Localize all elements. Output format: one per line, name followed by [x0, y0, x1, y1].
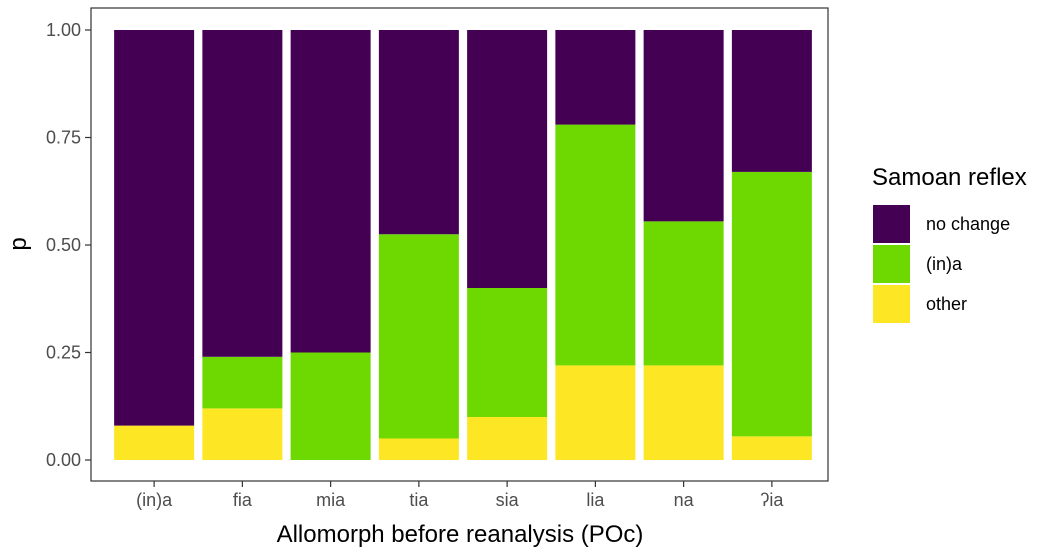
- legend-label: no change: [926, 214, 1010, 234]
- x-tick-label: (in)a: [136, 490, 173, 510]
- x-axis-title: Allomorph before reanalysis (POc): [277, 521, 644, 548]
- x-tick-label: lia: [586, 490, 605, 510]
- x-tick-label: ʔia: [760, 490, 784, 510]
- bar-no-change-8: [731, 30, 812, 172]
- legend-label: other: [926, 294, 967, 314]
- x-tick-label: tia: [409, 490, 429, 510]
- bar-other-7: [643, 365, 724, 460]
- bar-in-a-8: [731, 171, 812, 437]
- legend-swatch: [873, 285, 910, 323]
- bar-no-change-3: [290, 30, 371, 353]
- x-tick-label: sia: [496, 490, 520, 510]
- x-tick-label: na: [674, 490, 695, 510]
- y-tick-label: 0.75: [46, 128, 81, 148]
- bar-other-1: [114, 425, 195, 460]
- bar-other-4: [378, 438, 459, 460]
- x-tick-label: fia: [233, 490, 253, 510]
- bar-in-a-6: [555, 124, 636, 366]
- y-axis: 0.00 0.25 0.50 0.75 1.00: [46, 20, 91, 470]
- legend-swatch: [873, 245, 910, 283]
- bar-other-2: [202, 408, 283, 460]
- x-axis: (in)a fia mia tia sia lia na ʔia: [136, 481, 784, 510]
- bar-in-a-4: [378, 234, 459, 439]
- bar-other-6: [555, 365, 636, 460]
- legend-label: (in)a: [926, 254, 963, 274]
- legend-title: Samoan reflex: [872, 164, 1027, 191]
- bar-in-a-5: [467, 288, 548, 417]
- bar-in-a-7: [643, 221, 724, 366]
- bar-in-a-3: [290, 352, 371, 460]
- bar-in-a-2: [202, 356, 283, 409]
- bar-no-change-6: [555, 30, 636, 125]
- legend-swatch: [873, 205, 910, 243]
- bar-other-8: [731, 436, 812, 460]
- bar-no-change-4: [378, 30, 459, 235]
- legend: Samoan reflex no change (in)a other: [872, 164, 1027, 323]
- bar-other-5: [467, 417, 548, 460]
- plot-area: [114, 30, 812, 460]
- y-axis-title: p: [5, 237, 32, 250]
- y-tick-label: 0.00: [46, 450, 81, 470]
- bar-no-change-2: [202, 30, 283, 357]
- y-tick-label: 0.25: [46, 343, 81, 363]
- bar-no-change-1: [114, 30, 195, 426]
- x-tick-label: mia: [316, 490, 346, 510]
- y-tick-label: 1.00: [46, 20, 81, 40]
- bar-no-change-5: [467, 30, 548, 288]
- y-tick-label: 0.50: [46, 235, 81, 255]
- bar-no-change-7: [643, 30, 724, 222]
